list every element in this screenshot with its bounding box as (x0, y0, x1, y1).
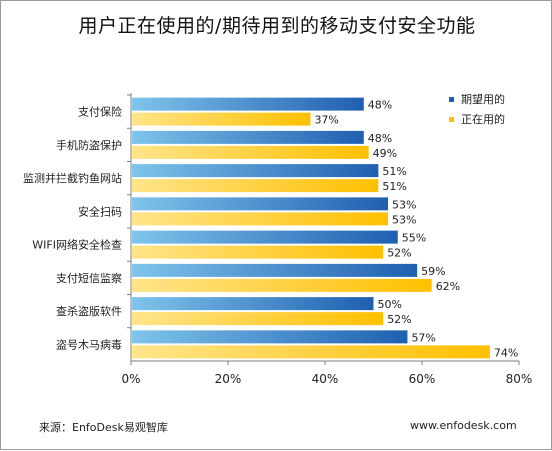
data-label: 51% (382, 165, 406, 178)
website-note: www.enfodesk.com (410, 419, 517, 432)
chart-title: 用户正在使用的/期待用到的移动支付安全功能 (78, 15, 476, 37)
legend-swatch (449, 117, 454, 122)
bar-expected (132, 230, 398, 244)
x-tick-label: 80% (506, 372, 533, 386)
data-label: 62% (436, 280, 460, 293)
x-tick-label: 0% (121, 372, 140, 386)
data-label: 51% (382, 180, 406, 193)
bar-current (132, 312, 384, 326)
bar-expected (132, 97, 364, 111)
data-label: 52% (387, 313, 411, 326)
source-note: 来源：EnfoDesk易观智库 (39, 421, 168, 434)
legend-label: 期望用的 (461, 92, 505, 106)
data-label: 48% (368, 99, 392, 112)
data-label: 57% (411, 331, 435, 344)
legend-label: 正在用的 (461, 112, 505, 126)
bar-expected (132, 164, 379, 178)
legend-swatch (449, 97, 454, 102)
data-label: 50% (378, 298, 402, 311)
data-label: 53% (392, 213, 416, 226)
bar-current (132, 278, 432, 292)
data-label: 52% (387, 247, 411, 260)
data-label: 49% (373, 147, 397, 160)
bar-expected (132, 130, 364, 144)
bar-expected (132, 297, 374, 311)
bar-expected (132, 197, 389, 211)
category-label: 手机防盗保护 (56, 138, 122, 152)
data-label: 74% (494, 346, 518, 359)
x-tick-label: 40% (312, 372, 339, 386)
category-label: 查杀盗版软件 (56, 304, 122, 318)
x-tick-label: 60% (409, 372, 436, 386)
bar-current (132, 112, 311, 126)
category-label: WIFI网络安全检查 (32, 238, 122, 252)
bar-current (132, 145, 369, 159)
data-label: 53% (392, 198, 416, 211)
x-tick-label: 20% (215, 372, 242, 386)
bar-current (132, 179, 379, 193)
category-label: 监测并拦截钓鱼网站 (23, 171, 122, 185)
data-label: 37% (314, 114, 338, 127)
bar-current (132, 245, 384, 259)
data-label: 48% (368, 132, 392, 145)
data-label: 55% (402, 232, 426, 245)
category-label: 支付短信监察 (56, 271, 122, 285)
bar-expected (132, 263, 418, 277)
category-label: 安全扫码 (78, 204, 122, 218)
bar-current (132, 212, 389, 226)
data-label: 59% (421, 265, 445, 278)
category-label: 支付保险 (78, 105, 122, 119)
bar-current (132, 345, 490, 359)
bar-expected (132, 330, 408, 344)
category-label: 盗号木马病毒 (56, 337, 122, 351)
